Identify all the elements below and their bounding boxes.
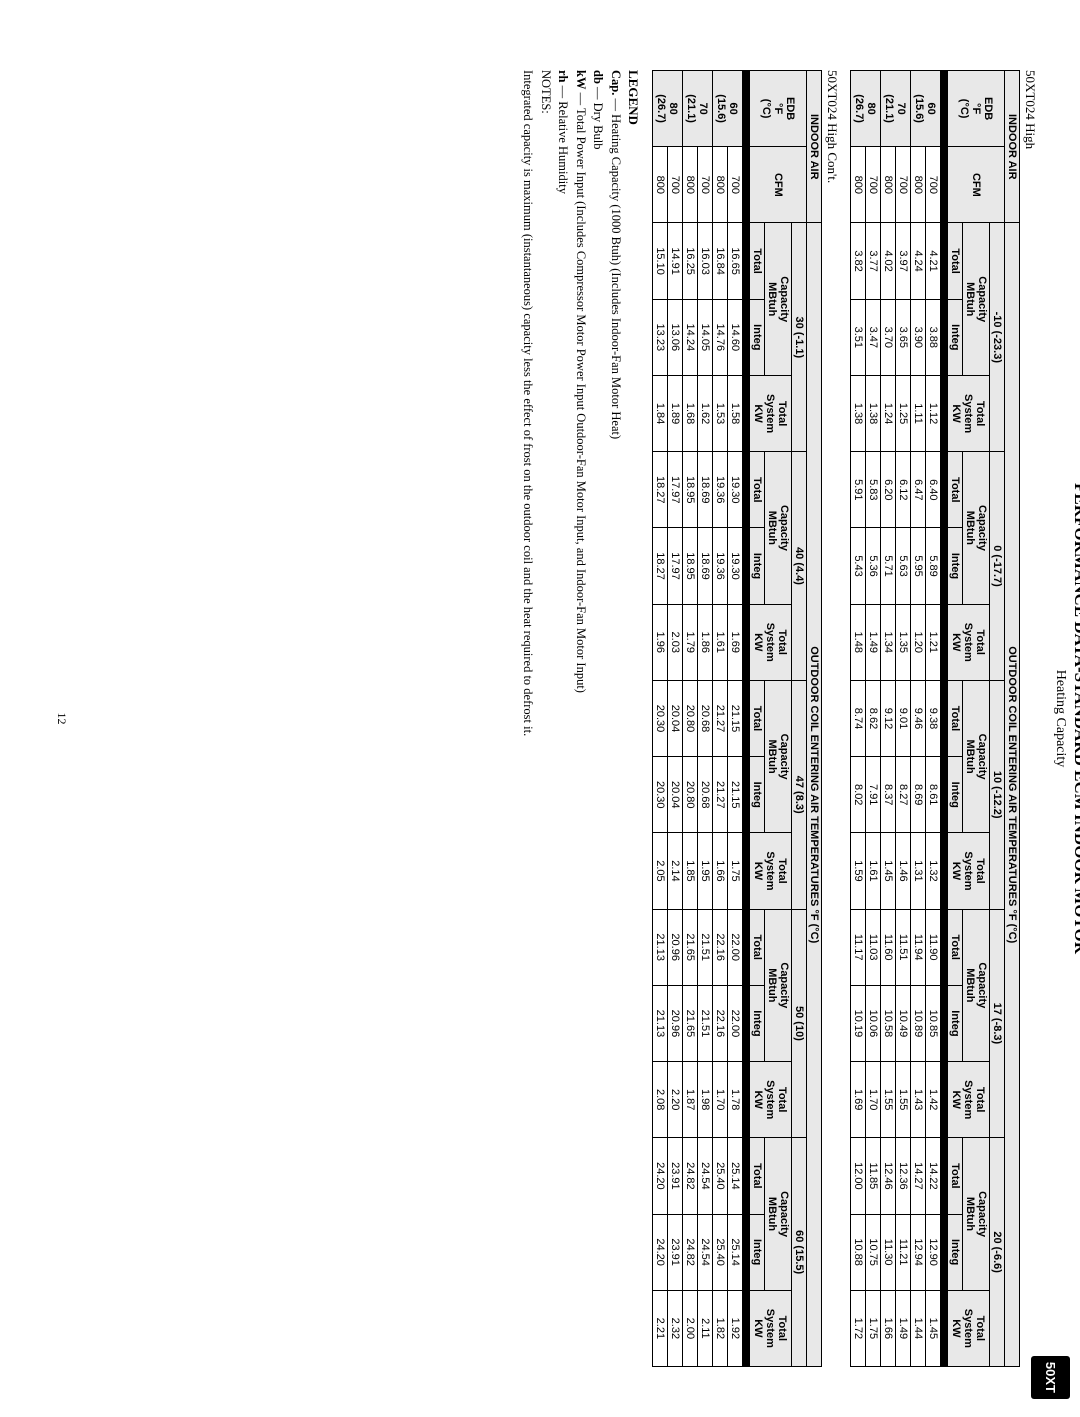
- notes-text: Integrated capacity is maximum (instanta…: [519, 70, 537, 1367]
- legend-block: LEGEND Cap. — Heating Capacity (1000 Btu…: [519, 70, 642, 1367]
- legend-item: Cap. — Heating Capacity (1000 Btuh) (Inc…: [606, 70, 624, 1367]
- notes-label: NOTES:: [536, 70, 554, 1367]
- table1-label: 50XT024 High: [1022, 70, 1038, 1367]
- legend-item: db — Dry Bulb: [589, 70, 607, 1367]
- page-number: 12: [54, 20, 69, 1417]
- legend-title: LEGEND: [624, 70, 642, 1367]
- legend-item: rh — Relative Humidity: [554, 70, 572, 1367]
- side-tab: 50XT: [1031, 1356, 1070, 1399]
- heating-table-1: INDOOR AIROUTDOOR COIL ENTERING AIR TEMP…: [850, 70, 1020, 1367]
- table2-label: 50XT024 High Con't.: [824, 70, 840, 1367]
- page-title: PERFORMANCE DATA-STANDARD ECM INDOOR MOT…: [1070, 70, 1080, 1367]
- page-content: 50XT PERFORMANCE DATA-STANDARD ECM INDOO…: [40, 20, 1080, 1417]
- legend-item: kW — Total Power Input (Includes Compres…: [571, 70, 589, 1367]
- page-subtitle: Heating Capacity: [1052, 70, 1068, 1367]
- heating-table-2: INDOOR AIROUTDOOR COIL ENTERING AIR TEMP…: [652, 70, 822, 1367]
